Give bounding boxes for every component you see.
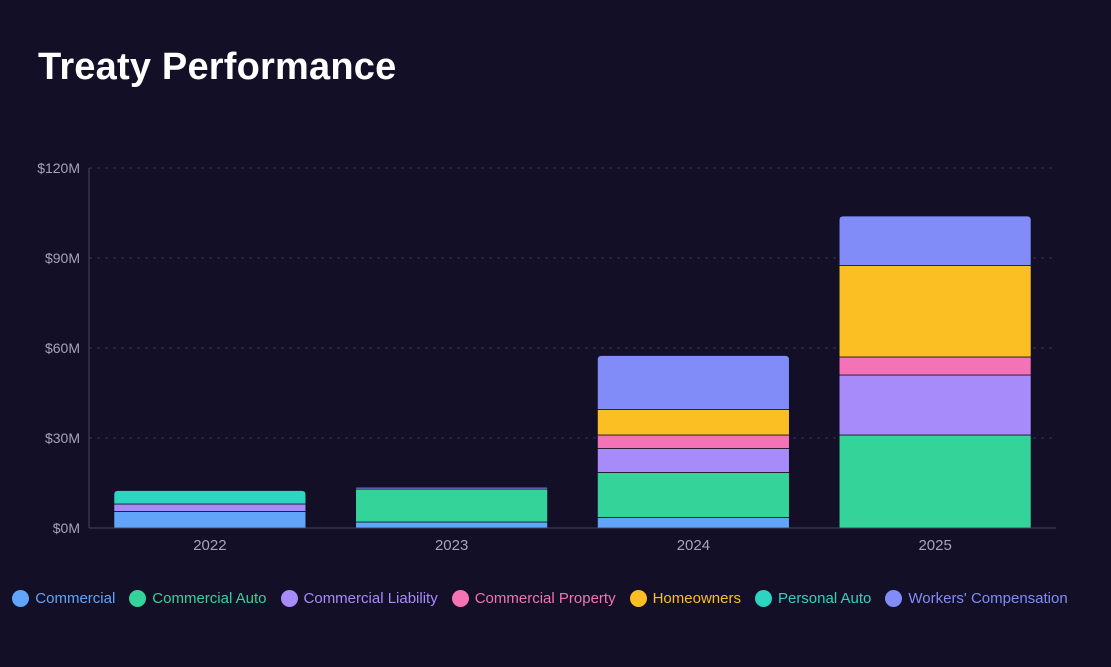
bar-segment-homeowners-2025[interactable]: [838, 265, 1032, 358]
x-tick-label: 2024: [677, 537, 710, 554]
legend-item[interactable]: Commercial Auto: [129, 590, 267, 607]
legend-swatch-icon: [280, 590, 298, 607]
legend-swatch-icon: [885, 590, 903, 607]
bar-segment-commercial-property-2024[interactable]: [596, 434, 790, 449]
legend-label: Commercial Liability: [303, 590, 438, 607]
bar-segment-commercial-2022[interactable]: [113, 511, 307, 529]
y-tick-label: $90M: [45, 250, 80, 266]
bar-segment-workers-compensation-2024[interactable]: [596, 355, 790, 410]
legend-item[interactable]: Commercial Liability: [280, 590, 438, 607]
legend-item[interactable]: Workers' Compensation: [885, 590, 1068, 607]
bar-segment-commercial-liability-2022[interactable]: [113, 503, 307, 512]
y-tick-label: $120M: [37, 160, 80, 176]
legend-item[interactable]: Commercial: [12, 590, 115, 607]
bar-segment-commercial-auto-2024[interactable]: [596, 472, 790, 518]
y-tick-label: $0M: [53, 520, 80, 536]
legend-label: Workers' Compensation: [908, 590, 1068, 607]
legend-item[interactable]: Commercial Property: [451, 590, 616, 607]
chart-title: Treaty Performance: [38, 46, 397, 88]
y-tick-label: $30M: [45, 430, 80, 446]
legend-swatch-icon: [12, 590, 30, 607]
legend-item[interactable]: Personal Auto: [754, 590, 872, 607]
x-tick-label: 2025: [918, 537, 951, 554]
bar-segment-commercial-2024[interactable]: [596, 517, 790, 529]
chart-legend: Commercial Commercial Auto Commercial Liab…: [0, 590, 1080, 607]
legend-label: Commercial Property: [474, 590, 616, 607]
bar-segment-personal-auto-2022[interactable]: [113, 490, 307, 505]
bar-segment-workers-compensation-2023[interactable]: [355, 486, 549, 490]
bar-segment-commercial-2023[interactable]: [355, 521, 549, 529]
legend-swatch-icon: [629, 590, 647, 607]
bar-segment-commercial-liability-2024[interactable]: [596, 448, 790, 473]
legend-label: Homeowners: [652, 590, 741, 607]
bar-segment-homeowners-2024[interactable]: [596, 409, 790, 436]
x-tick-label: 2023: [435, 537, 468, 554]
bar-segment-workers-compensation-2025[interactable]: [838, 215, 1032, 266]
legend-label: Commercial Auto: [152, 590, 267, 607]
legend-label: Commercial: [35, 590, 116, 607]
bar-segment-commercial-liability-2025[interactable]: [838, 374, 1032, 436]
legend-swatch-icon: [129, 590, 147, 607]
bar-segment-commercial-auto-2023[interactable]: [355, 488, 549, 523]
legend-swatch-icon: [451, 590, 469, 607]
bar-segment-commercial-property-2025[interactable]: [838, 356, 1032, 376]
legend-swatch-icon: [754, 590, 772, 607]
y-tick-label: $60M: [45, 340, 80, 356]
x-tick-label: 2022: [193, 537, 226, 554]
bar-segment-commercial-auto-2025[interactable]: [838, 434, 1032, 529]
legend-item[interactable]: Homeowners: [629, 590, 741, 607]
legend-label: Personal Auto: [777, 590, 872, 607]
